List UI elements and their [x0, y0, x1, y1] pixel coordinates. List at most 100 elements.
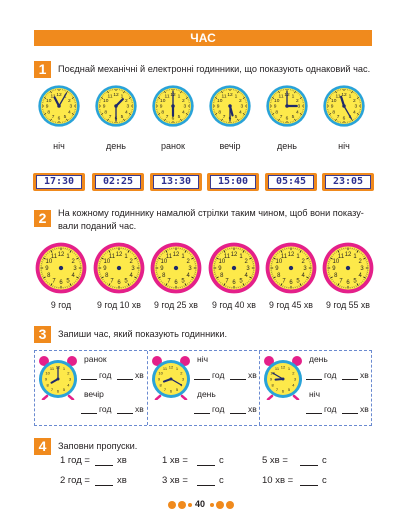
answer-blank[interactable] [300, 485, 318, 486]
hours-answer-blank[interactable] [194, 379, 210, 380]
svg-text:3: 3 [241, 104, 244, 110]
svg-text:4: 4 [182, 110, 185, 116]
hours-answer-blank[interactable] [81, 413, 97, 414]
svg-text:7: 7 [225, 278, 228, 284]
svg-text:10: 10 [45, 371, 50, 376]
blank-clock[interactable]: 1 2 3 4 5 6 7 8 9 10 11 12 [207, 241, 261, 295]
svg-text:10: 10 [160, 98, 166, 104]
svg-text:12: 12 [231, 252, 238, 258]
svg-text:3: 3 [73, 266, 77, 272]
blank-clock[interactable]: 1 2 3 4 5 6 7 8 9 10 11 12 [34, 241, 88, 295]
svg-text:8: 8 [277, 273, 281, 279]
svg-text:1: 1 [181, 254, 185, 260]
svg-text:4: 4 [125, 110, 128, 116]
minutes-answer-blank[interactable] [117, 413, 133, 414]
svg-text:10: 10 [161, 259, 168, 265]
svg-text:2: 2 [72, 259, 75, 265]
svg-text:7: 7 [167, 278, 170, 284]
svg-text:4: 4 [68, 110, 71, 116]
digital-clock[interactable]: 15:00 [207, 173, 259, 191]
minutes-answer-blank[interactable] [230, 413, 246, 414]
svg-text:7: 7 [223, 114, 226, 120]
svg-text:4: 4 [130, 273, 134, 279]
minutes-answer-blank[interactable] [230, 379, 246, 380]
svg-text:9: 9 [45, 266, 49, 272]
digital-clock[interactable]: 23:05 [322, 173, 374, 191]
svg-text:3: 3 [182, 377, 185, 382]
svg-text:6: 6 [170, 389, 173, 394]
task-4-number: 4 [34, 438, 51, 455]
svg-text:12: 12 [58, 252, 65, 258]
svg-text:12: 12 [281, 365, 286, 370]
time-of-day-label: ранок [84, 354, 107, 364]
digital-time: 02:25 [95, 175, 141, 189]
digital-clock[interactable]: 05:45 [265, 173, 317, 191]
svg-text:7: 7 [276, 387, 279, 392]
unit-label: с [219, 455, 224, 466]
hours-answer-blank[interactable] [306, 413, 322, 414]
task-3-number: 3 [34, 326, 51, 343]
time-of-day-label: день [197, 389, 216, 399]
svg-text:10: 10 [331, 98, 337, 104]
task-2-text-line2: вали поданий час. [58, 221, 137, 231]
svg-text:7: 7 [164, 387, 167, 392]
minutes-answer-blank[interactable] [342, 379, 358, 380]
svg-text:5: 5 [63, 387, 66, 392]
svg-text:6: 6 [286, 116, 289, 122]
svg-text:5: 5 [66, 278, 70, 284]
answer-blank[interactable] [95, 485, 113, 486]
svg-text:8: 8 [104, 110, 107, 116]
svg-text:3: 3 [127, 104, 130, 110]
svg-text:6: 6 [59, 280, 63, 286]
svg-text:1: 1 [296, 254, 300, 260]
minutes-unit: хв [360, 404, 369, 414]
blank-clock[interactable]: 1 2 3 4 5 6 7 8 9 10 11 12 [321, 241, 375, 295]
hours-answer-blank[interactable] [81, 379, 97, 380]
svg-text:4: 4 [302, 273, 306, 279]
minutes-answer-blank[interactable] [117, 379, 133, 380]
svg-text:5: 5 [288, 387, 291, 392]
svg-text:2: 2 [353, 98, 356, 104]
svg-text:3: 3 [246, 266, 250, 272]
hours-unit: год [99, 370, 112, 380]
digital-clock[interactable]: 02:25 [92, 173, 144, 191]
decor-dot [226, 501, 234, 509]
svg-text:4: 4 [245, 273, 249, 279]
svg-text:5: 5 [178, 114, 181, 120]
page-number-bar: 40 [168, 499, 238, 511]
svg-text:5: 5 [235, 114, 238, 120]
svg-text:9: 9 [331, 104, 334, 110]
hours-unit: год [212, 370, 225, 380]
svg-text:11: 11 [281, 254, 288, 260]
svg-text:9: 9 [160, 104, 163, 110]
answer-blank[interactable] [95, 465, 113, 466]
answer-blank[interactable] [197, 465, 215, 466]
minutes-answer-blank[interactable] [342, 413, 358, 414]
conversion-prompt: 1 хв = [162, 455, 188, 466]
time-of-day-label: ранок [161, 141, 185, 151]
blank-clock[interactable]: 1 2 3 4 5 6 7 8 9 10 11 12 [92, 241, 146, 295]
svg-text:1: 1 [235, 93, 238, 99]
conversion-prompt: 3 хв = [162, 475, 188, 486]
svg-text:2: 2 [125, 98, 128, 104]
svg-text:12: 12 [113, 92, 119, 98]
task-2-number: 2 [34, 210, 51, 227]
svg-text:10: 10 [103, 98, 109, 104]
svg-text:2: 2 [239, 98, 242, 104]
hours-answer-blank[interactable] [306, 379, 322, 380]
hours-answer-blank[interactable] [194, 413, 210, 414]
unit-label: с [322, 475, 327, 486]
answer-blank[interactable] [197, 485, 215, 486]
time-of-day-label: день [106, 141, 126, 151]
digital-clock[interactable]: 17:30 [33, 173, 85, 191]
blank-clock[interactable]: 1 2 3 4 5 6 7 8 9 10 11 12 [149, 241, 203, 295]
blank-clock[interactable]: 1 2 3 4 5 6 7 8 9 10 11 12 [264, 241, 318, 295]
svg-text:5: 5 [176, 387, 179, 392]
page-title-bar: ЧАС [34, 30, 372, 46]
digital-clock[interactable]: 13:30 [150, 173, 202, 191]
answer-blank[interactable] [300, 465, 318, 466]
